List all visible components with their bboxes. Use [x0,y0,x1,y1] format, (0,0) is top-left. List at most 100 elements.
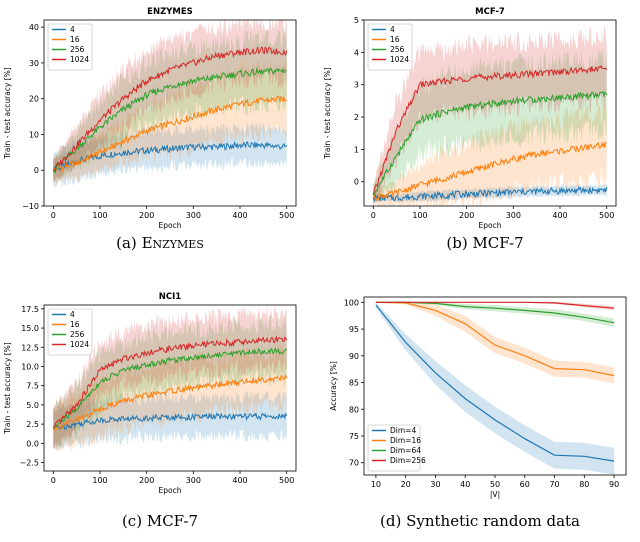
caption-c: (c) MCF-7 [10,512,310,530]
x-tick-label: 400 [232,476,247,485]
legend-label-1024: 1024 [390,55,409,64]
x-tick-label: 50 [490,480,500,489]
caption-c-text: MCF-7 [146,512,199,530]
legend-label-4: 4 [390,25,395,34]
y-tick-label: −2.5 [20,459,39,468]
plot-area [372,26,608,206]
y-tick-label: 85 [349,379,359,388]
caption-d: (d) Synthetic random data [330,512,630,530]
series-line-1024 [372,65,608,195]
series-band-256 [53,315,287,451]
y-tick-label: 0 [354,178,359,187]
series-band-16 [53,343,287,453]
y-tick-label: 95 [349,325,359,334]
y-tick-label: 2 [354,113,359,122]
x-tick-label: 60 [520,480,530,489]
legend-box [47,308,93,356]
x-tick-label: 400 [232,211,247,220]
x-tick-label: 10 [371,480,381,489]
legend-label-256: 256 [390,45,405,54]
x-tick-label: 400 [552,211,567,220]
y-tick-label: 80 [349,405,359,414]
legend-box [367,424,421,472]
legend-label-4: 4 [70,310,75,319]
y-tick-label: 2.5 [26,420,39,429]
legend-box [367,23,413,71]
caption-d-label: (d) [380,512,402,530]
y-tick-label: 0.0 [26,439,39,448]
x-tick-label: 80 [579,480,589,489]
axes-frame [43,304,297,472]
y-tick-label: 0 [34,166,39,175]
series-line-16 [52,374,288,431]
series-line-1024 [52,335,288,429]
caption-a: (a) Enzymes [10,234,310,252]
series-line-256 [373,90,608,196]
plot-area [52,20,288,190]
y-tick-label: 30 [29,59,39,68]
axes-frame [43,19,297,207]
x-tick-label: 300 [506,211,521,220]
caption-a-text: Enzymes [141,234,204,252]
y-tick-label: 12.5 [21,343,39,352]
chart-title: NCI1 [159,292,182,302]
x-tick-label: 40 [460,480,470,489]
legend-label-4: 4 [70,25,75,34]
series-line-256 [53,347,288,429]
y-tick-label: 7.5 [26,382,39,391]
y-tick-label: 10 [29,130,39,139]
y-tick-label: 40 [29,23,39,32]
y-tick-label: 70 [349,459,359,468]
series-line-1024 [53,45,288,171]
x-tick-label: 500 [279,211,294,220]
series-line-4 [52,140,288,173]
legend-label-1024: 1024 [70,55,89,64]
y-tick-label: 10.0 [21,362,39,371]
series-line-256 [52,67,287,174]
legend-label-Dim=64: Dim=64 [390,446,421,455]
x-tick-label: 200 [459,211,474,220]
y-axis-label: Accuracy [%] [329,361,338,411]
legend-label-1024: 1024 [70,340,89,349]
chart-title: MCF-7 [475,7,505,17]
x-tick-label: 90 [609,480,619,489]
y-tick-label: 75 [349,432,359,441]
x-tick-label: 100 [92,476,107,485]
caption-b-text: MCF-7 [472,234,524,252]
series-line-Dim=256 [375,301,615,309]
legend-label-Dim=256: Dim=256 [390,456,426,465]
chart-mcf7: 0 100 200 300 400 500 0 1 2 3 4 5 Epoch Train - test … [323,7,617,230]
x-tick-label: 0 [51,211,56,220]
legend-box [47,23,93,71]
y-tick-label: 4 [354,48,359,57]
x-axis-label: Epoch [479,221,502,230]
series-band-1024 [53,20,287,182]
y-tick-label: 17.5 [21,305,39,314]
caption-d-text: Synthetic random data [406,512,580,530]
x-tick-label: 200 [139,476,154,485]
series-band-256 [373,48,607,206]
y-tick-label: 5.0 [26,401,39,410]
legend-label-Dim=16: Dim=16 [390,436,421,445]
y-tick-label: 5 [354,16,359,25]
chart-nci1: 0 100 200 300 400 500 −2.5 0.0 2.5 5.0 7.5 10.0 12.5… [3,292,297,495]
series-band-256 [53,27,287,182]
plot-area [375,301,615,475]
series-line-Dim=4 [375,304,615,462]
caption-b: (b) MCF-7 [335,234,635,252]
chart-title: ENZYMES [147,7,193,17]
x-axis-label: Epoch [159,221,182,230]
x-tick-label: 500 [279,476,294,485]
series-band-Dim=16 [375,301,615,384]
caption-a-label: (a) [116,234,137,252]
series-line-4 [372,186,608,203]
y-tick-label: 1 [354,145,359,154]
y-tick-label: 100 [344,298,359,307]
x-tick-label: 20 [401,480,411,489]
legend-label-256: 256 [70,330,85,339]
y-tick-label: 20 [29,95,39,104]
x-tick-label: 300 [186,211,201,220]
series-band-4 [53,122,287,190]
y-tick-label: 3 [354,81,359,90]
x-tick-label: 30 [430,480,440,489]
